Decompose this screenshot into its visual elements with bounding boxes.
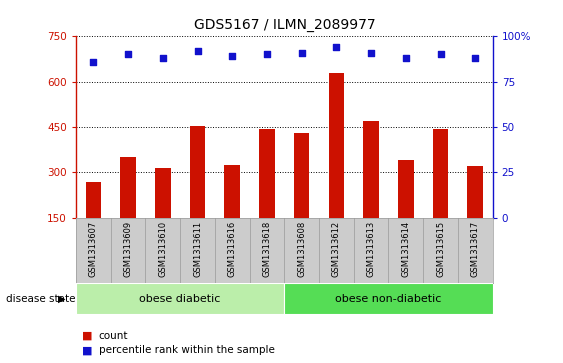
Bar <box>120 157 136 218</box>
Text: GSM1313617: GSM1313617 <box>471 221 480 277</box>
Point <box>297 50 306 56</box>
Text: ■: ■ <box>82 331 92 341</box>
Point <box>193 48 202 54</box>
Text: percentile rank within the sample: percentile rank within the sample <box>99 345 274 355</box>
Text: GSM1313616: GSM1313616 <box>228 221 236 277</box>
Text: disease state: disease state <box>6 294 75 303</box>
Point <box>436 52 445 57</box>
Bar <box>294 133 310 218</box>
Text: GSM1313618: GSM1313618 <box>262 221 271 277</box>
Bar <box>190 126 205 218</box>
Bar <box>329 73 344 218</box>
Bar <box>76 283 284 314</box>
Text: GSM1313613: GSM1313613 <box>367 221 376 277</box>
Text: obese non-diabetic: obese non-diabetic <box>336 294 441 303</box>
Text: GSM1313614: GSM1313614 <box>401 221 410 277</box>
Text: GSM1313610: GSM1313610 <box>158 221 167 277</box>
Bar <box>155 168 171 218</box>
Bar <box>225 165 240 218</box>
Bar <box>467 166 483 218</box>
Text: GSM1313609: GSM1313609 <box>124 221 132 277</box>
Bar <box>259 129 275 218</box>
Text: ▶: ▶ <box>58 294 66 303</box>
Point <box>124 52 133 57</box>
Point <box>401 55 410 61</box>
Point <box>332 44 341 50</box>
Bar <box>433 129 448 218</box>
Point <box>158 55 167 61</box>
Text: count: count <box>99 331 128 341</box>
Point <box>367 50 376 56</box>
Title: GDS5167 / ILMN_2089977: GDS5167 / ILMN_2089977 <box>194 19 375 33</box>
Text: GSM1313608: GSM1313608 <box>297 221 306 277</box>
Text: ■: ■ <box>82 345 92 355</box>
Bar <box>363 121 379 218</box>
Point <box>227 53 237 59</box>
Bar <box>86 182 101 218</box>
Text: GSM1313612: GSM1313612 <box>332 221 341 277</box>
Point <box>262 52 271 57</box>
Text: GSM1313615: GSM1313615 <box>436 221 445 277</box>
Text: obese diabetic: obese diabetic <box>140 294 221 303</box>
Text: GSM1313607: GSM1313607 <box>89 221 98 277</box>
Bar <box>398 160 414 218</box>
Point <box>89 59 98 65</box>
Point <box>471 55 480 61</box>
Bar <box>284 283 493 314</box>
Text: GSM1313611: GSM1313611 <box>193 221 202 277</box>
